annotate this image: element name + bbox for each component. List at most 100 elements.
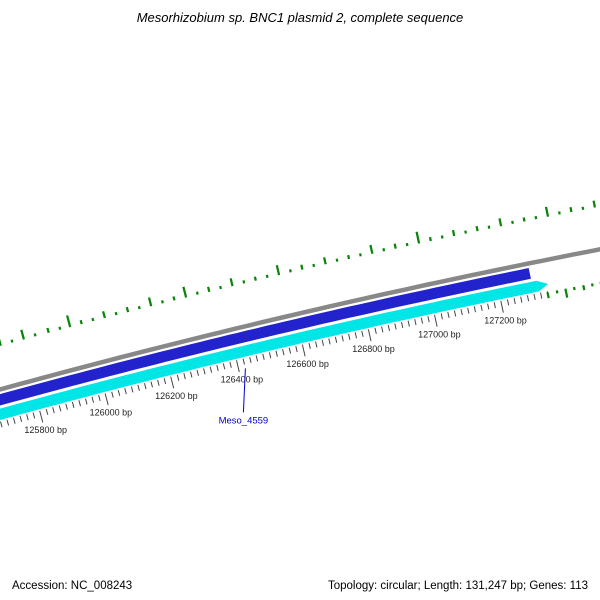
ruler-minor-tick [361, 330, 364, 337]
ruler-minor-tick [407, 320, 410, 327]
gene-tick-outer [592, 200, 597, 208]
ruler-minor-tick [328, 338, 331, 345]
gene-tick-inner [555, 290, 559, 294]
gene-tick-outer [10, 339, 14, 343]
ruler-minor-tick [394, 323, 397, 330]
ruler-minor-tick [374, 327, 377, 334]
ruler-minor-tick [493, 302, 496, 309]
gene-band-cyan-arrow-tip[interactable] [536, 280, 549, 292]
ruler-major-tick [434, 314, 438, 327]
gene-tick-outer [369, 244, 374, 254]
ruler-minor-tick [401, 321, 404, 329]
ruler-minor-tick [341, 335, 344, 342]
ruler-minor-tick [420, 317, 424, 324]
gene-label[interactable]: Meso_4559 [219, 415, 269, 426]
gene-tick-outer [242, 280, 246, 284]
ruler-minor-tick [473, 306, 476, 313]
gene-tick-outer [102, 311, 106, 319]
ruler-minor-tick [447, 311, 450, 319]
ruler-label: 126800 bp [352, 344, 395, 354]
ruler-minor-tick [85, 398, 88, 405]
gene-tick-outer [195, 291, 199, 295]
ruler-major-tick [500, 300, 504, 313]
ruler-minor-tick [0, 421, 3, 428]
ruler-minor-tick [480, 304, 483, 311]
inner-gene-ticks [546, 281, 600, 299]
ruler-minor-tick [13, 417, 16, 424]
ruler-minor-tick [249, 356, 252, 364]
ruler-minor-tick [157, 379, 160, 386]
ruler-minor-tick [183, 373, 186, 380]
gene-tick-inner [546, 292, 550, 299]
ruler-minor-tick [176, 374, 180, 381]
status-accession: Accession: NC_008243 [12, 580, 133, 592]
gene-tick-outer [487, 225, 491, 229]
ruler-minor-tick [467, 307, 470, 314]
ruler-minor-tick [513, 298, 516, 305]
ruler-label: 126400 bp [221, 375, 264, 385]
gene-tick-outer [58, 326, 62, 330]
gene-callout: Meso_4559 [219, 368, 269, 426]
gene-tick-outer [335, 258, 339, 262]
gene-tick-outer [451, 229, 456, 237]
ruler-minor-tick [308, 342, 311, 350]
ruler-minor-tick [282, 349, 285, 356]
ruler-minor-tick [19, 415, 23, 423]
ruler-minor-tick [98, 394, 101, 402]
gene-tick-outer [253, 276, 257, 281]
gene-tick-outer [347, 254, 351, 260]
ruler-minor-tick [414, 319, 417, 326]
gene-tick-outer [475, 225, 479, 232]
gene-tick-outer [464, 230, 468, 234]
ruler-minor-tick [540, 292, 543, 299]
gene-tick-outer [511, 220, 514, 225]
backbone-track [0, 247, 600, 392]
ruler-minor-tick [6, 419, 10, 426]
ruler-label: 125800 bp [24, 425, 67, 435]
gene-tick-inner [572, 286, 576, 291]
ruler-minor-tick [150, 381, 153, 388]
ruler-minor-tick [216, 364, 219, 372]
gene-tick-outer [161, 300, 164, 304]
ruler-minor-tick [209, 366, 213, 373]
ruler-minor-tick [427, 316, 430, 323]
ruler-minor-tick [387, 324, 390, 332]
ruler-minor-tick [163, 378, 167, 385]
gene-tick-outer [300, 264, 304, 270]
gene-tick-outer [33, 333, 37, 337]
status-bar: Accession: NC_008243 Topology: circular;… [0, 580, 600, 592]
ruler-major-tick [367, 329, 372, 342]
ruler-minor-tick [288, 347, 292, 354]
ruler-minor-tick [78, 400, 81, 407]
ruler-minor-tick [275, 350, 278, 357]
ruler-label: 126600 bp [286, 359, 329, 369]
ruler-minor-tick [58, 405, 62, 412]
status-topology: Topology: circular; Length: 131,247 bp; … [328, 580, 588, 592]
gene-tick-outer [219, 285, 222, 290]
ruler-minor-tick [65, 403, 68, 410]
ruler-minor-tick [348, 333, 351, 340]
gene-tick-outer [534, 215, 538, 220]
gene-tick-outer [544, 206, 550, 217]
ruler-minor-tick [440, 313, 443, 320]
gene-tick-outer [46, 327, 50, 334]
gene-tick-outer [415, 231, 421, 244]
gene-band-cyan[interactable] [0, 280, 539, 422]
ruler-major-tick [301, 344, 306, 357]
gene-tick-outer [147, 297, 153, 307]
ruler-minor-tick [262, 353, 265, 360]
ruler-minor-tick [203, 368, 206, 375]
ruler-minor-tick [315, 341, 318, 348]
ruler-track: 125800 bp 126000 bp 126200 bp 126400 bp 1266… [0, 291, 549, 435]
gene-tick-outer [229, 278, 234, 287]
gene-tick-outer [125, 306, 130, 313]
ruler-minor-tick [295, 345, 298, 353]
ruler-minor-tick [381, 326, 384, 333]
ruler-major-tick [104, 393, 109, 406]
gene-tick-outer [440, 235, 444, 239]
ruler-minor-tick [334, 336, 338, 343]
gene-band-blue[interactable] [0, 268, 531, 408]
ruler-minor-tick [487, 303, 490, 310]
